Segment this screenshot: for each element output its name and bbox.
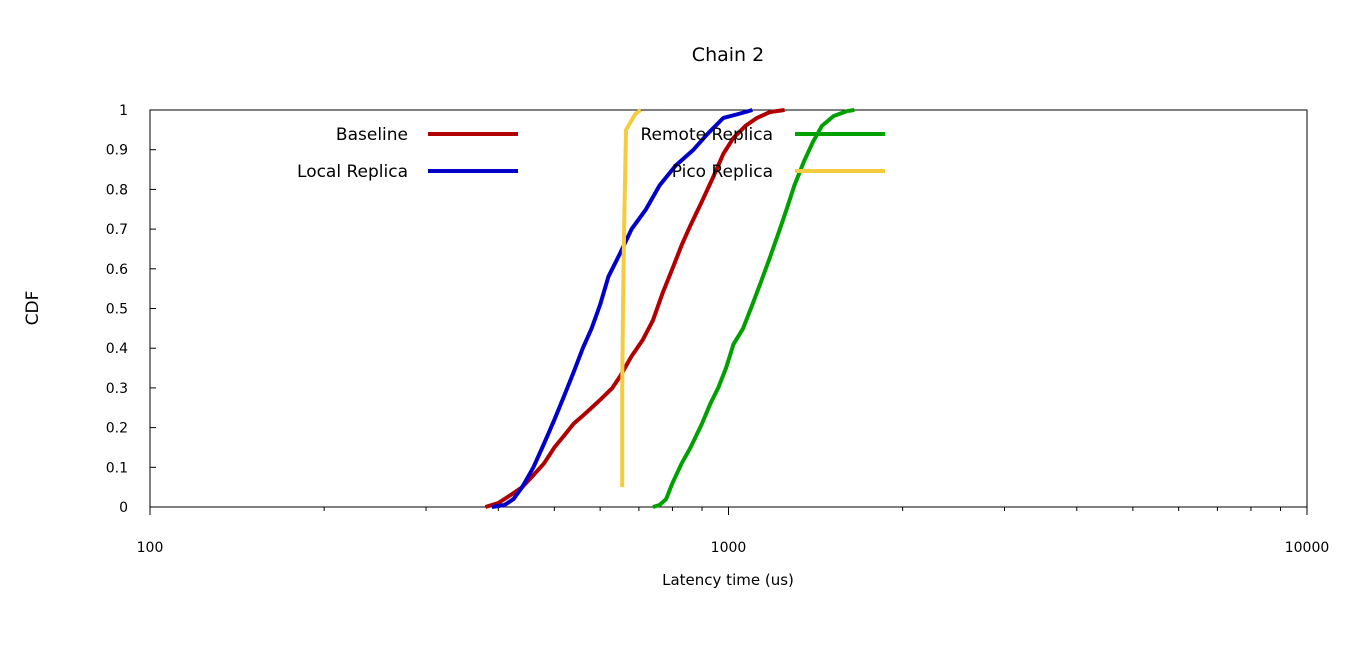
y-tick-label-5: 0.5 [106, 302, 128, 318]
series-lines [484, 108, 855, 509]
series-line-remote-replica [652, 108, 855, 509]
y-tick-label-3: 0.3 [106, 381, 128, 397]
y-tick-label-0: 0 [119, 500, 128, 516]
series-line-local-replica [491, 108, 753, 509]
y-tick-label-6: 0.6 [106, 262, 128, 278]
series-line-baseline [484, 108, 785, 509]
y-tick-label-4: 0.4 [106, 341, 128, 357]
y-axis: 0 0.1 0.2 0.3 0.4 0.5 0.6 0.7 0.8 0.9 1 [106, 103, 156, 516]
y-tick-label-2: 0.2 [106, 421, 128, 437]
legend-label-pico-replica: Pico Replica [672, 162, 773, 182]
x-axis: 100 1000 10000 [137, 507, 1330, 556]
series-line-pico-replica [620, 108, 642, 488]
y-tick-label-8: 0.8 [106, 182, 128, 198]
x-tick-label-0: 100 [137, 540, 164, 556]
x-tick-label-1: 1000 [711, 540, 747, 556]
x-tick-label-2: 10000 [1285, 540, 1330, 556]
legend-label-local-replica: Local Replica [297, 162, 408, 182]
legend: Baseline Local Replica Remote Replica Pico … [297, 125, 885, 182]
y-tick-label-10: 1 [119, 103, 128, 119]
y-tick-label-9: 0.9 [106, 143, 128, 159]
y-tick-label-7: 0.7 [106, 222, 128, 238]
legend-label-baseline: Baseline [336, 125, 408, 145]
x-axis-label: Latency time (us) [662, 571, 794, 589]
chart-title: Chain 2 [691, 44, 765, 66]
legend-label-remote-replica: Remote Replica [640, 125, 773, 145]
y-tick-label-1: 0.1 [106, 460, 128, 476]
